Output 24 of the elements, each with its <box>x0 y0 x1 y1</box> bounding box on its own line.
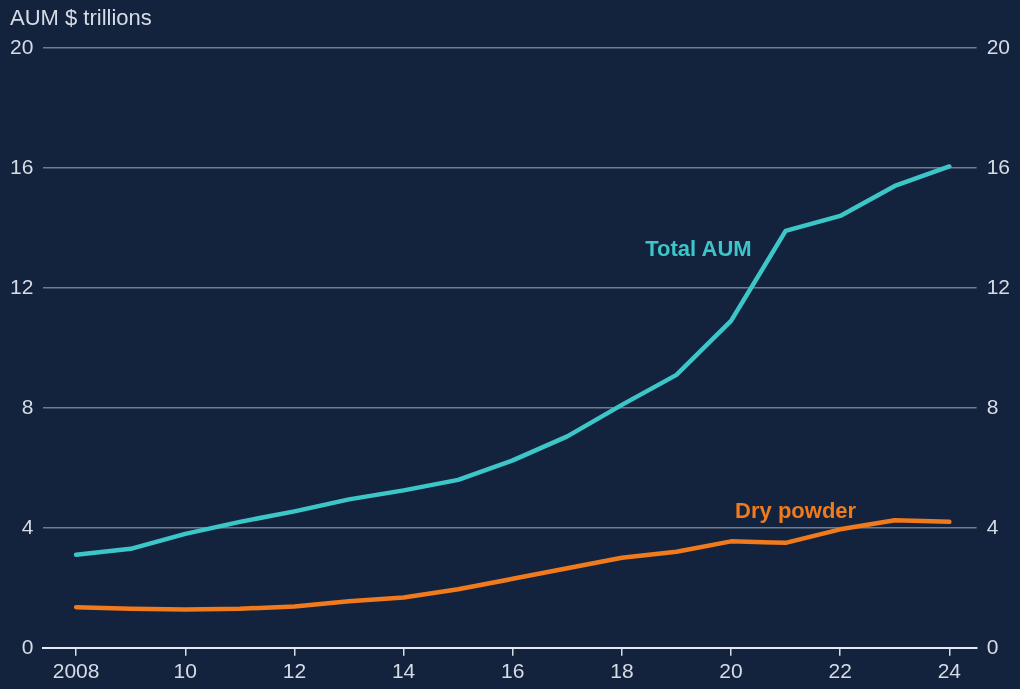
x-tick-label: 2008 <box>52 659 100 683</box>
x-tick-label: 14 <box>391 659 416 683</box>
x-tick-label: 16 <box>501 659 525 683</box>
x-tick-label: 24 <box>937 659 962 683</box>
series-label: Dry powder <box>735 497 857 523</box>
y2-tick-label: 12 <box>986 274 1010 298</box>
y-tick-label: 16 <box>10 154 34 178</box>
x-tick-label: 10 <box>173 659 197 683</box>
y2-tick-label: 0 <box>986 634 999 658</box>
y2-tick-label: 8 <box>986 394 999 418</box>
y2-tick-label: 20 <box>986 34 1010 58</box>
series-label: Total AUM <box>645 236 752 261</box>
x-tick-label: 20 <box>719 659 743 683</box>
y2-tick-label: 16 <box>986 154 1010 178</box>
y2-tick-label: 4 <box>986 514 999 538</box>
x-tick-label: 18 <box>610 659 634 683</box>
y-tick-label: 8 <box>21 394 34 418</box>
y-tick-label: 0 <box>21 634 34 658</box>
y-tick-label: 12 <box>10 274 34 298</box>
y-axis-title: AUM $ trillions <box>10 5 152 31</box>
x-tick-label: 12 <box>282 659 307 683</box>
y-tick-label: 4 <box>21 514 34 538</box>
x-tick-label: 22 <box>828 659 852 683</box>
y-tick-label: 20 <box>10 34 34 58</box>
